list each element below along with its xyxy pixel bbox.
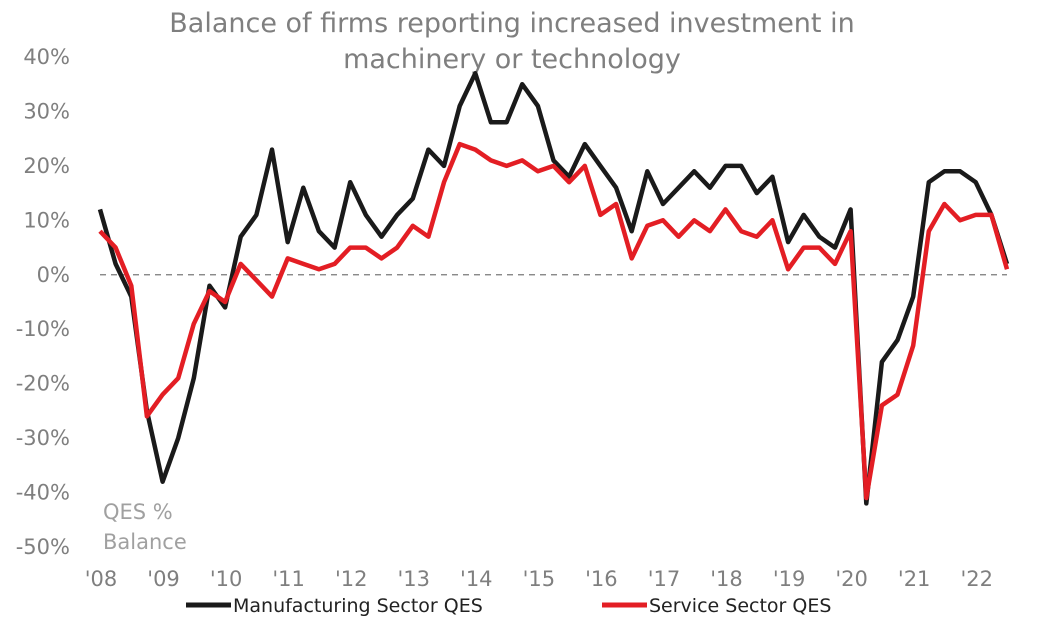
chart-title-line-2: machinery or technology	[343, 44, 681, 75]
y-axis-label-line-2: Balance	[103, 530, 187, 554]
y-axis-label: QES % Balance	[103, 500, 187, 554]
x-tick-label: '14	[460, 567, 493, 591]
y-tick-label: -20%	[16, 372, 70, 396]
legend-label-manufacturing: Manufacturing Sector QES	[233, 595, 483, 617]
y-tick-label: 10%	[23, 208, 70, 232]
x-tick-label: '21	[898, 567, 931, 591]
x-tick-label: '17	[648, 567, 681, 591]
x-axis-ticks: '08 '09 '10 '11 '12 '13 '14 '15 '16 '17 '18 '19 '20 '…	[85, 567, 993, 591]
y-tick-label: -40%	[16, 481, 70, 505]
legend: Manufacturing Sector QES Service Sector …	[186, 595, 831, 617]
x-tick-label: '11	[272, 567, 305, 591]
y-tick-label: 20%	[23, 154, 70, 178]
series-lines	[97, 71, 1010, 506]
x-tick-label: '09	[147, 567, 180, 591]
x-tick-label: '18	[710, 567, 743, 591]
y-tick-label: -30%	[16, 426, 70, 450]
x-tick-label: '22	[960, 567, 993, 591]
x-tick-label: '19	[773, 567, 806, 591]
x-tick-label: '12	[335, 567, 368, 591]
chart-title: Balance of firms reporting increased inv…	[169, 8, 854, 75]
x-tick-label: '15	[523, 567, 556, 591]
y-tick-label: -10%	[16, 317, 70, 341]
y-axis-label-line-1: QES %	[103, 500, 173, 524]
legend-label-service: Service Sector QES	[649, 595, 831, 617]
chart-title-line-1: Balance of firms reporting increased inv…	[169, 8, 854, 39]
y-tick-label: 30%	[23, 99, 70, 123]
x-tick-label: '20	[835, 567, 868, 591]
x-tick-label: '08	[85, 567, 118, 591]
y-axis-ticks: 40% 30% 20% 10% 0% -10% -20% -30% -40% -50%	[16, 45, 70, 559]
x-tick-label: '16	[585, 567, 618, 591]
y-tick-label: 0%	[37, 263, 70, 287]
manufacturing-series-line	[97, 71, 1010, 506]
x-tick-label: '13	[398, 567, 431, 591]
y-tick-label: -50%	[16, 535, 70, 559]
service-series-line	[98, 141, 1010, 501]
x-tick-label: '10	[210, 567, 243, 591]
y-tick-label: 40%	[23, 45, 70, 69]
